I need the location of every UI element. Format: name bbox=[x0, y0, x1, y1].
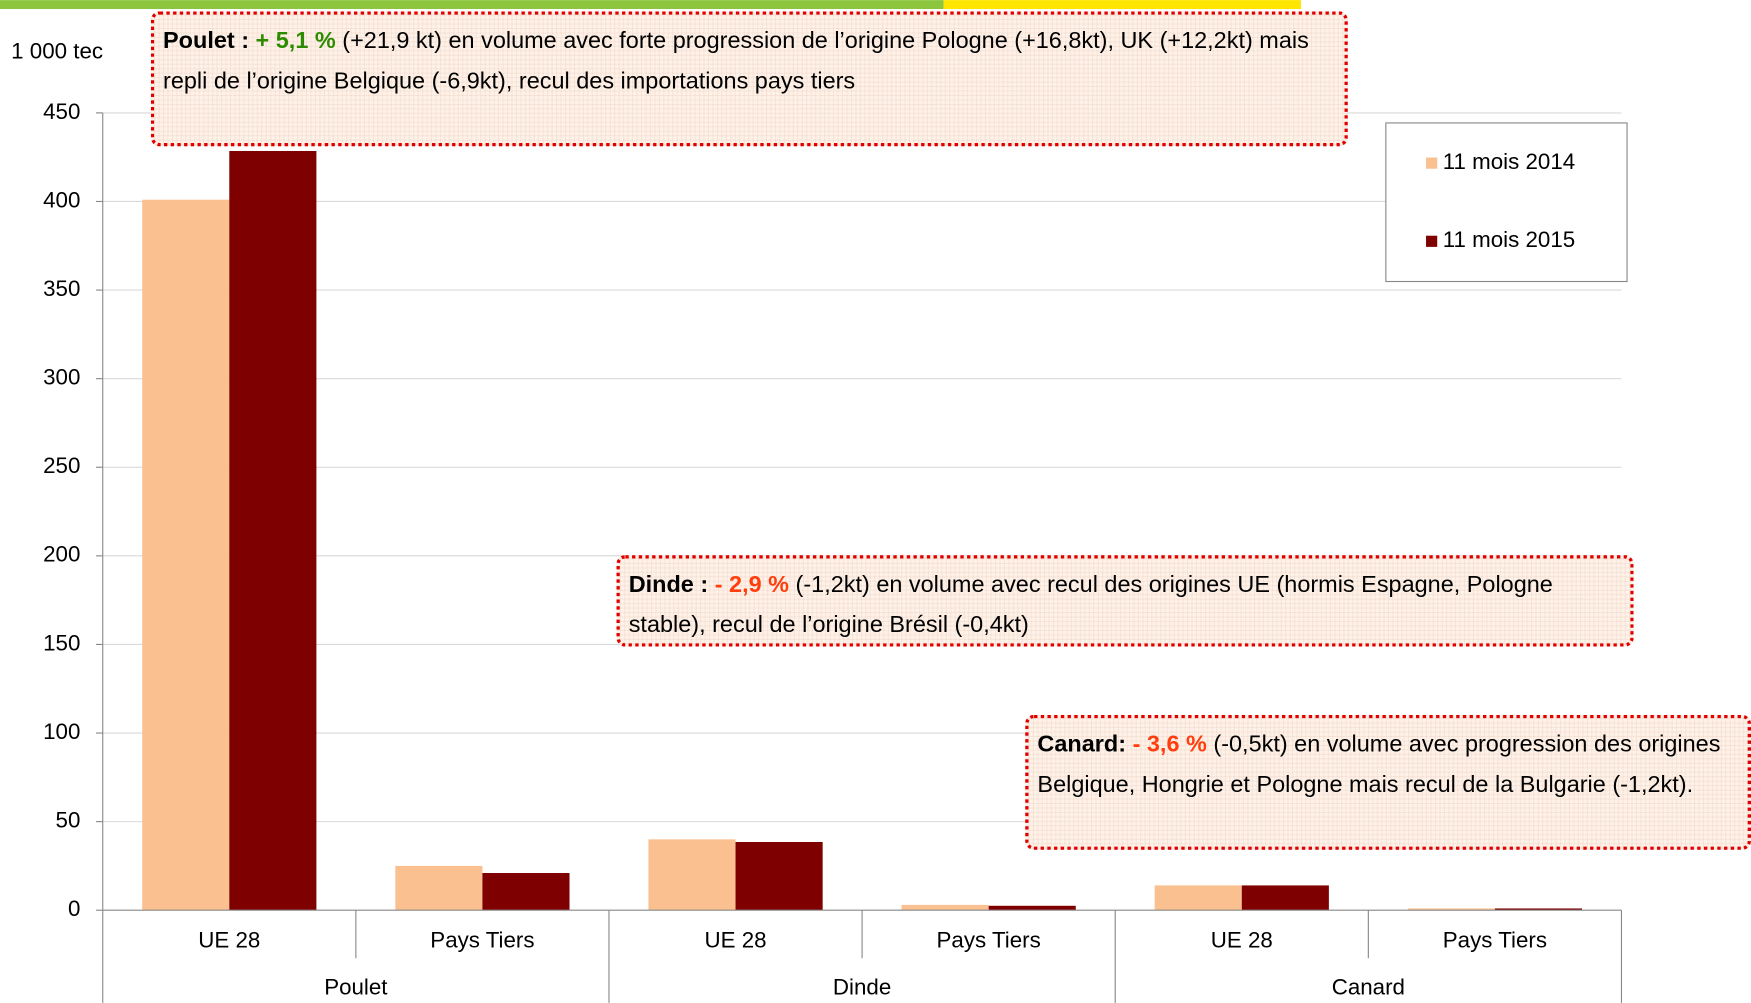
bar bbox=[735, 841, 823, 911]
y-tick-label: 250 bbox=[43, 453, 80, 478]
annotation-box: Canard: - 3,6 % (-0,5kt) en volume avec … bbox=[1025, 714, 1751, 850]
x-tick-label: UE 28 bbox=[705, 927, 767, 952]
annotation-change: - 2,9 % bbox=[714, 571, 790, 598]
bar bbox=[482, 873, 570, 911]
x-tick-label: UE 28 bbox=[1211, 927, 1273, 952]
bar bbox=[1407, 908, 1495, 911]
bar bbox=[395, 865, 483, 911]
y-tick-label: 150 bbox=[43, 630, 80, 655]
bar bbox=[142, 199, 230, 911]
y-tick-label: 0 bbox=[68, 896, 80, 921]
bar bbox=[229, 150, 317, 911]
bar bbox=[648, 839, 736, 911]
legend-label: 11 mois 2014 bbox=[1443, 149, 1575, 174]
y-tick-label: 350 bbox=[43, 276, 80, 301]
annotation: Canard: - 3,6 % (-0,5kt) en volume avec … bbox=[1025, 714, 1751, 850]
y-tick-label: 50 bbox=[56, 808, 81, 833]
annotation-text: (+21,9 kt) en volume avec forte progress… bbox=[163, 28, 1309, 94]
x-tick-label: Pays Tiers bbox=[430, 927, 534, 952]
annotations: Poulet : + 5,1 % (+21,9 kt) en volume av… bbox=[150, 11, 1751, 850]
legend-box bbox=[1385, 122, 1628, 283]
x-tick-label: Pays Tiers bbox=[937, 927, 1041, 952]
annotation-text: (-1,2kt) en volume avec recul des origin… bbox=[628, 571, 1553, 638]
y-tick-label: 200 bbox=[43, 542, 80, 567]
annotation-box: Poulet : + 5,1 % (+21,9 kt) en volume av… bbox=[150, 11, 1348, 147]
annotation: Poulet : + 5,1 % (+21,9 kt) en volume av… bbox=[150, 11, 1348, 147]
y-axis-label: 1 000 tec bbox=[11, 38, 103, 63]
legend-swatch bbox=[1426, 157, 1438, 169]
x-group-label: Dinde bbox=[833, 974, 891, 999]
plot: 0 50 100 150 200 250 300 350 400 450 UE 28 Pays Tie… bbox=[43, 99, 1623, 1003]
bar bbox=[1494, 908, 1583, 911]
legend-label: 11 mois 2015 bbox=[1443, 227, 1575, 252]
y-tick-label: 300 bbox=[43, 365, 80, 390]
annotation-text: (-0,5kt) en volume avec progression des … bbox=[1037, 731, 1721, 798]
y-tick-label: 100 bbox=[43, 719, 80, 744]
x-tick-label: UE 28 bbox=[198, 927, 260, 952]
y-tick-label: 450 bbox=[43, 99, 80, 124]
bar bbox=[901, 904, 989, 911]
x-tick-label: Pays Tiers bbox=[1443, 927, 1547, 952]
annotation-box: Dinde : - 2,9 % (-1,2kt) en volume avec … bbox=[616, 555, 1634, 647]
annotation: Dinde : - 2,9 % (-1,2kt) en volume avec … bbox=[616, 555, 1634, 647]
y-tick-label: 400 bbox=[43, 187, 80, 212]
bar bbox=[1241, 885, 1329, 911]
top-bar-green bbox=[0, 0, 944, 10]
annotation-change: - 3,6 % bbox=[1132, 731, 1207, 758]
top-bar-yellow bbox=[943, 0, 1301, 10]
bar bbox=[1154, 885, 1242, 911]
bar bbox=[988, 905, 1076, 911]
annotation-label: Dinde : bbox=[628, 571, 709, 598]
annotation-label: Poulet : bbox=[163, 28, 250, 54]
x-group-label: Poulet bbox=[324, 974, 388, 999]
legend-swatch bbox=[1426, 235, 1438, 247]
x-group-label: Canard bbox=[1332, 974, 1405, 999]
annotation-label: Canard: bbox=[1037, 731, 1127, 758]
annotation-change: + 5,1 % bbox=[255, 28, 336, 54]
